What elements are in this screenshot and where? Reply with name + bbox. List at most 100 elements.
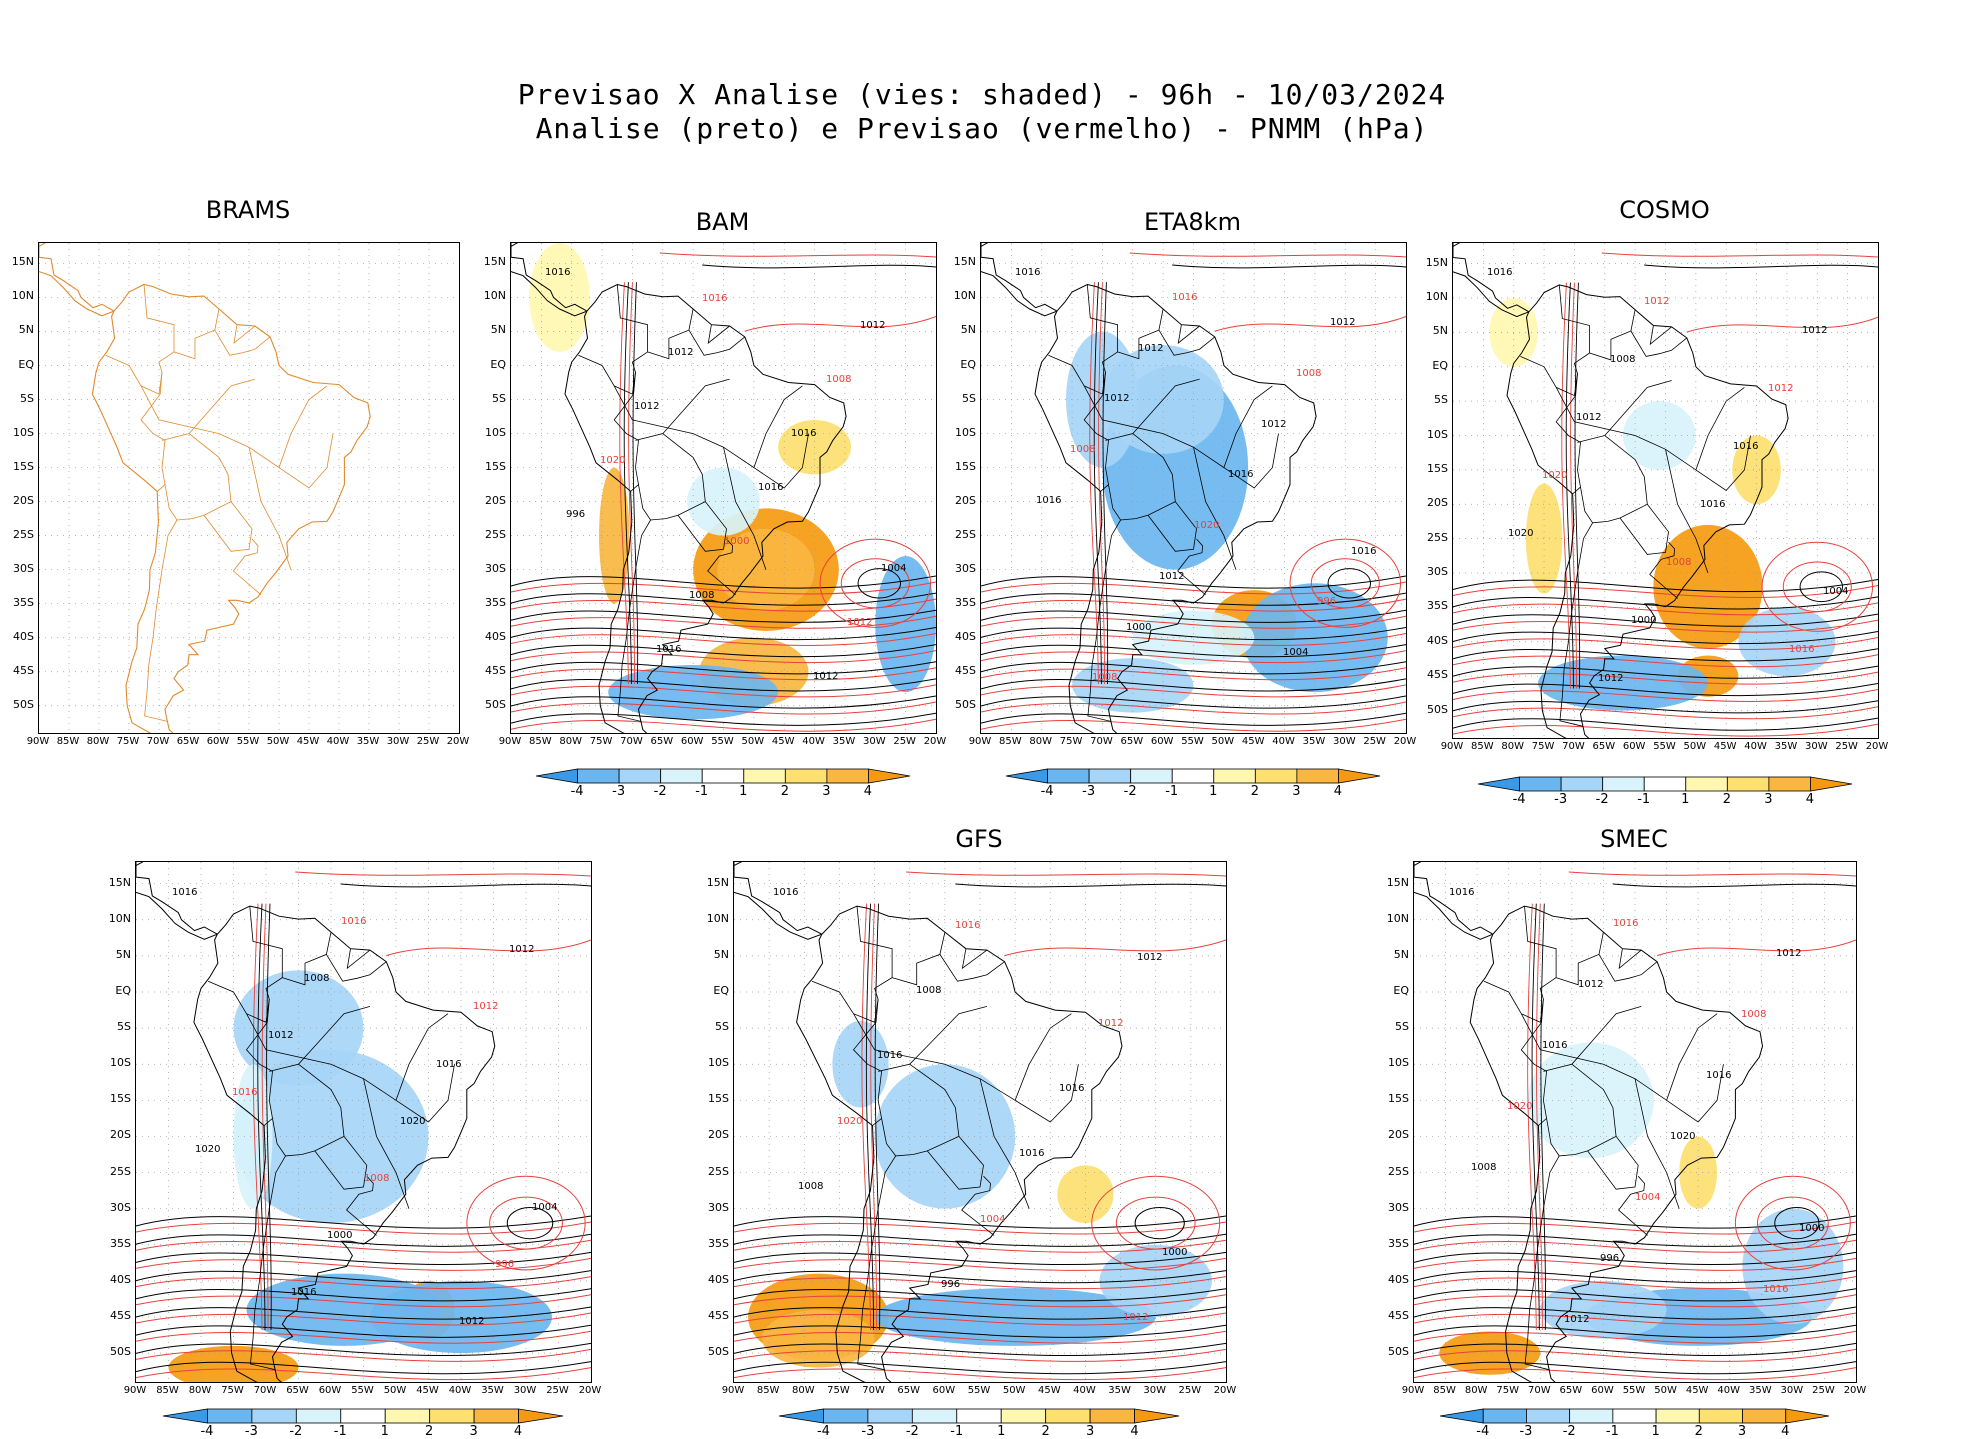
country-border <box>613 372 639 492</box>
lat-tick-label: 25S <box>110 1164 131 1178</box>
contour-label: 1012 <box>268 1030 294 1041</box>
lat-tick-label: 5N <box>713 947 729 961</box>
lon-tick-label: 90W <box>1440 741 1464 752</box>
colorbar-tick-label: 1 <box>1651 1424 1660 1439</box>
map-canvas-cosmo <box>1453 243 1878 738</box>
bias-shading-1 <box>762 1309 875 1368</box>
map-panel-eta8km: 1016 1016 1012 1012 1008 1012 1012 1008 1016 1016… <box>980 242 1407 734</box>
lon-tick-label: 55W <box>711 736 734 747</box>
contour-label: 1012 <box>1768 383 1794 394</box>
country-border <box>635 433 706 521</box>
lat-tick-label: 20S <box>13 493 34 507</box>
lat-tick-label: 20S <box>955 493 976 507</box>
colorbar-cosmo <box>1477 776 1852 792</box>
bias-shading-3 <box>1242 583 1388 693</box>
lon-tick-label: 65W <box>897 1385 921 1396</box>
lon-tick-label: 30W <box>1332 736 1356 747</box>
country-border <box>613 385 803 469</box>
contour-label: 1012 <box>1137 952 1163 963</box>
lat-tick-label: 35S <box>110 1236 131 1250</box>
lon-tick-label: 90W <box>498 736 522 747</box>
colorbar-segment <box>1129 768 1173 784</box>
contour-label: 1012 <box>1123 1312 1149 1323</box>
lon-tick-label: 50W <box>1002 1385 1026 1396</box>
lat-tick-label: 10N <box>108 911 131 925</box>
colorbar-tick-label: 4 <box>1781 1424 1790 1439</box>
map-panel-cosmo: 1016 1012 1012 1008 1012 1012 1016 1020 1016 1020… <box>1452 242 1879 739</box>
lon-tick-label: 35W <box>1302 736 1326 747</box>
lon-tick-label: 40W <box>1272 736 1295 747</box>
coastline <box>734 862 1123 1382</box>
grid-lines <box>511 243 936 733</box>
lat-tick-label: 5N <box>960 323 976 337</box>
lon-tick-label: 70W <box>1090 736 1113 747</box>
country-border <box>853 1013 1072 1101</box>
contour-label: 1016 <box>1172 292 1198 303</box>
country-border <box>578 284 648 395</box>
lon-tick-label: 80W <box>86 736 110 747</box>
lon-tick-label: 80W <box>559 736 583 747</box>
lon-tick-label: 65W <box>286 1385 309 1396</box>
contour-label: 1008 <box>826 374 852 385</box>
colorbar-tick-label: 3 <box>1737 1424 1747 1439</box>
lat-tick-label: EQ <box>490 357 506 371</box>
contour-label: 1016 <box>291 1287 317 1298</box>
lat-tick-label: 5S <box>20 391 34 405</box>
coastline <box>1414 862 1764 1382</box>
lat-tick-label: 30S <box>1427 565 1448 578</box>
lon-tick-label: 45W <box>1685 1385 1709 1396</box>
country-border <box>926 1136 984 1190</box>
lat-tick-label: 10S <box>1388 1056 1409 1070</box>
map-panel-gfs: 1016 1016 1012 1008 1012 1016 1016 1020 1016 1008… <box>733 861 1227 1383</box>
country-border <box>1589 309 1636 361</box>
lat-tick-label: 45S <box>110 1309 131 1322</box>
colorbar-segment <box>1741 1408 1786 1424</box>
bias-shading-4 <box>1072 658 1194 713</box>
colorbar-segment <box>1809 776 1852 792</box>
map-panel-unnamed: 1016 1016 1012 1008 1012 1012 1016 1016 1020 1020… <box>135 861 592 1383</box>
colorbar-segment <box>659 768 703 784</box>
contour-label: 1012 <box>1098 1018 1124 1029</box>
lon-tick-label: 85W <box>529 736 552 747</box>
country-border <box>961 1175 995 1236</box>
lat-tick-label: 25S <box>1427 530 1448 544</box>
country-border <box>1083 372 1109 492</box>
country-border <box>1630 330 1688 357</box>
country-border <box>161 433 232 521</box>
country-border <box>1559 522 1593 727</box>
colorbar-tick-label: 1 <box>1681 792 1690 807</box>
country-border <box>363 1078 410 1209</box>
colorbar-tick-label: 3 <box>469 1424 478 1439</box>
colorbar-segment <box>1568 1408 1613 1424</box>
colorbar-segment <box>1046 768 1090 784</box>
lon-tick-label: 80W <box>791 1385 815 1396</box>
lat-tick-label: 45S <box>1388 1309 1409 1322</box>
map-panel-smec: 1016 1016 1012 1012 1008 1016 1016 1020 1020 1008… <box>1413 861 1857 1383</box>
lon-tick-label: 70W <box>1527 1385 1551 1396</box>
contour-label: 1000 <box>327 1230 353 1241</box>
colorbar-tick-label: 1 <box>1209 784 1218 799</box>
contour-label: 1016 <box>1228 469 1254 480</box>
lat-tick-label: 15N <box>483 255 506 269</box>
lat-tick-label: 25S <box>1388 1164 1409 1178</box>
contour-label: 1012 <box>860 320 886 331</box>
contour-label: 1004 <box>1823 586 1849 597</box>
contour-label: 1016 <box>1019 1148 1045 1159</box>
contour-label: 1016 <box>1706 1070 1732 1081</box>
lon-tick-label: 20W <box>1843 1385 1867 1396</box>
lon-tick-label: 35W <box>1108 1385 1131 1396</box>
country-border <box>188 378 256 434</box>
lon-tick-label: 30W <box>1804 741 1828 752</box>
contour-label: 1016 <box>758 482 784 493</box>
contour-label: 1000 <box>724 536 750 547</box>
lat-tick-label: 20S <box>708 1128 729 1142</box>
colorbar-segment <box>1439 1408 1484 1424</box>
colorbar-tick-label: -4 <box>1040 784 1054 799</box>
colorbar-segment <box>206 1408 252 1424</box>
contour-label: 1016 <box>656 644 682 655</box>
contour-label: 1016 <box>1015 267 1041 278</box>
colorbar-tick-label: 1 <box>997 1424 1006 1439</box>
country-border <box>662 378 730 434</box>
lon-tick-label: 75W <box>116 736 140 747</box>
country-border <box>233 324 256 344</box>
